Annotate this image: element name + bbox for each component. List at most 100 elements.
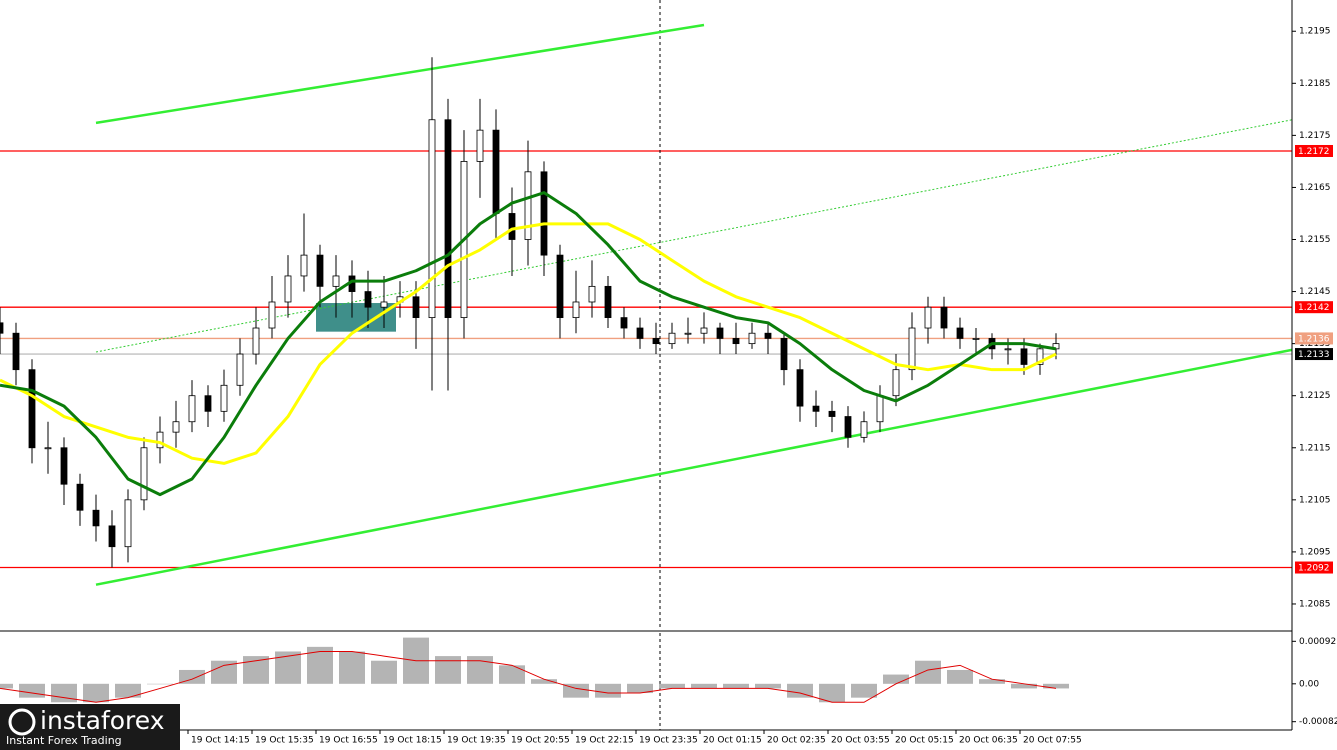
logo-name: instaforex — [40, 706, 165, 735]
candle-body — [524, 171, 532, 240]
histogram-bar — [723, 683, 749, 689]
trendline — [95, 348, 1292, 586]
oscillator-panel — [0, 633, 1069, 730]
candle-body — [92, 509, 100, 527]
histogram-bar — [211, 660, 237, 684]
candle-body — [332, 275, 340, 287]
candle-body — [124, 499, 132, 548]
y-tick-label: 1.2095 — [1299, 547, 1331, 557]
histogram-bar — [595, 683, 621, 698]
trendline — [95, 119, 1292, 353]
candle-body — [236, 353, 244, 386]
candle-body — [940, 306, 948, 329]
candle-body — [76, 483, 84, 511]
histogram-bar — [659, 683, 685, 689]
x-tick-label: 19 Oct 20:55 — [511, 736, 570, 746]
level-label-bg — [1295, 144, 1333, 157]
histogram-bar — [915, 660, 941, 684]
candle-body — [972, 338, 980, 340]
candle-body — [188, 395, 196, 423]
x-tick-label: 19 Oct 14:15 — [191, 736, 250, 746]
candle-body — [748, 332, 756, 345]
candle-body — [268, 301, 276, 329]
candle-body — [716, 327, 724, 339]
histogram-bar — [51, 683, 77, 703]
candle-body — [780, 338, 788, 371]
candle-body — [876, 395, 884, 423]
candle-body — [828, 410, 836, 417]
level-label-bg — [1295, 348, 1333, 361]
histogram-bar — [83, 683, 109, 703]
y-tick-label: 1.2175 — [1299, 131, 1331, 141]
candle-body — [284, 275, 292, 303]
candle-body — [812, 405, 820, 412]
histogram-bar — [563, 683, 589, 698]
price-panel — [0, 0, 1292, 630]
x-tick-label: 19 Oct 22:15 — [575, 736, 634, 746]
y-tick-label: 1.2185 — [1299, 79, 1331, 89]
candle-body — [908, 327, 916, 371]
candle-body — [508, 213, 516, 240]
y-tick-label: -0.00082 — [1299, 717, 1337, 727]
candle-body — [540, 171, 548, 256]
x-tick-label: 20 Oct 06:35 — [959, 736, 1018, 746]
candle-body — [684, 332, 692, 335]
candle-body — [44, 447, 52, 450]
x-tick-label: 19 Oct 15:35 — [255, 736, 314, 746]
level-label-bg — [1295, 301, 1333, 314]
candle-body — [636, 327, 644, 339]
level-label-bg — [1295, 332, 1333, 345]
level-label: 1.2136 — [1298, 334, 1330, 344]
candle-body — [860, 421, 868, 438]
candle-body — [604, 285, 612, 319]
logo-tagline: Instant Forex Trading — [6, 734, 122, 747]
histogram-bar — [819, 683, 845, 703]
candle-body — [668, 332, 676, 345]
candle-body — [60, 447, 68, 485]
moving-average — [0, 222, 1057, 465]
candle-body — [12, 332, 20, 371]
histogram-bar — [19, 683, 45, 698]
candle-body — [492, 129, 500, 214]
level-label: 1.2172 — [1298, 147, 1330, 157]
candle-body — [380, 301, 388, 308]
candle-body — [28, 369, 36, 449]
candle-body — [1036, 348, 1044, 365]
x-tick-label: 20 Oct 01:15 — [703, 736, 762, 746]
histogram-bar — [851, 683, 877, 698]
candle-body — [1004, 348, 1012, 351]
level-label: 1.2142 — [1298, 303, 1330, 313]
candle-body — [476, 129, 484, 162]
y-tick-label: 1.2165 — [1299, 183, 1331, 193]
y-tick-label: 1.2105 — [1299, 495, 1331, 505]
histogram-bar — [1011, 683, 1037, 689]
candle-body — [252, 327, 260, 355]
logo-icon — [8, 708, 36, 736]
x-tick-label: 19 Oct 16:55 — [319, 736, 378, 746]
candle-body — [412, 296, 420, 319]
candle-body — [700, 327, 708, 334]
candle-body — [892, 369, 900, 397]
candle-body — [652, 338, 660, 345]
histogram-bar — [179, 669, 205, 684]
candle-body — [1020, 348, 1028, 365]
histogram-bar — [883, 674, 909, 684]
histogram-bar — [979, 679, 1005, 684]
x-tick-label: 19 Oct 23:35 — [639, 736, 698, 746]
candle-body — [588, 285, 596, 303]
y-tick-label: 1.2115 — [1299, 443, 1331, 453]
candle-body — [316, 254, 324, 287]
level-label: 1.2092 — [1298, 564, 1330, 574]
candle-body — [140, 447, 148, 501]
candle-body — [220, 384, 228, 412]
x-tick-label: 20 Oct 02:35 — [767, 736, 826, 746]
histogram-bar — [627, 683, 653, 694]
candle-body — [204, 395, 212, 412]
candle-body — [364, 291, 372, 308]
candle-body — [620, 317, 628, 329]
x-tick-label: 20 Oct 03:55 — [831, 736, 890, 746]
candle-body — [300, 254, 308, 277]
moving-average — [0, 191, 1057, 497]
